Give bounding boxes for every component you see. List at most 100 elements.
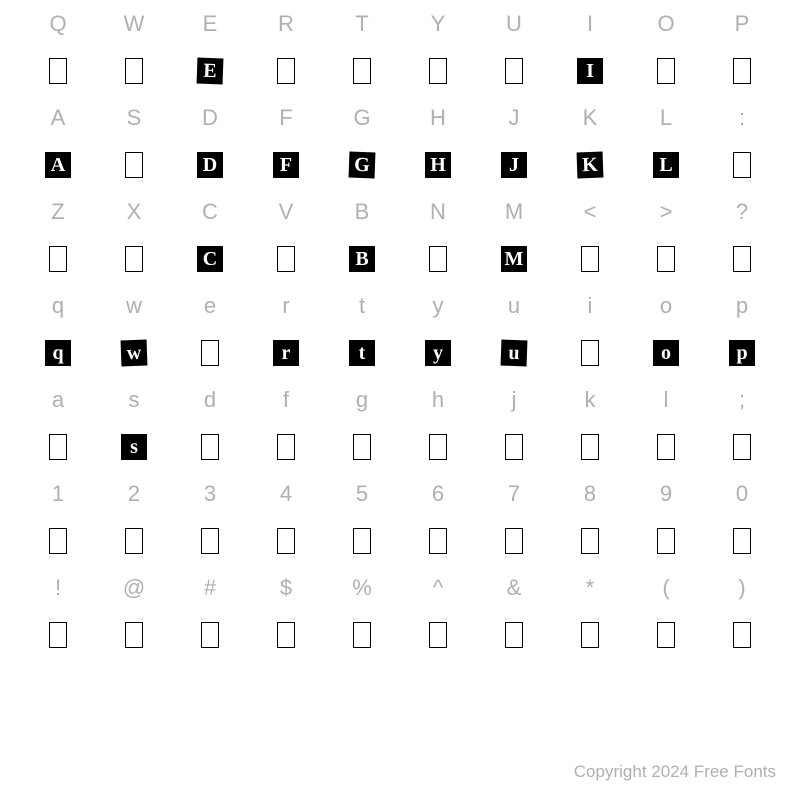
char-label-cell: o bbox=[628, 282, 704, 329]
glyph-cell bbox=[248, 423, 324, 470]
char-label-cell: u bbox=[476, 282, 552, 329]
copyright-text: Copyright 2024 Free Fonts bbox=[574, 762, 776, 782]
char-label-cell: ! bbox=[20, 564, 96, 611]
missing-glyph-icon bbox=[733, 528, 751, 554]
glyph: K bbox=[577, 151, 604, 178]
char-label: P bbox=[735, 11, 750, 37]
char-label: u bbox=[508, 293, 520, 319]
glyph-cell bbox=[96, 47, 172, 94]
char-label: o bbox=[660, 293, 672, 319]
glyph-cell bbox=[476, 423, 552, 470]
char-label-cell: y bbox=[400, 282, 476, 329]
glyph: y bbox=[425, 340, 451, 366]
char-label: < bbox=[584, 199, 597, 225]
char-label: $ bbox=[280, 575, 292, 601]
missing-glyph-icon bbox=[201, 622, 219, 648]
char-label: 2 bbox=[128, 481, 140, 507]
char-label: X bbox=[127, 199, 142, 225]
char-label: @ bbox=[123, 575, 145, 601]
glyph-cell: C bbox=[172, 235, 248, 282]
char-label-cell: 3 bbox=[172, 470, 248, 517]
char-label-cell: S bbox=[96, 94, 172, 141]
glyph-cell bbox=[96, 611, 172, 658]
char-label: t bbox=[359, 293, 365, 319]
char-label-cell: U bbox=[476, 0, 552, 47]
char-label: ? bbox=[736, 199, 748, 225]
glyph-cell bbox=[400, 235, 476, 282]
char-label: 4 bbox=[280, 481, 292, 507]
char-label: O bbox=[657, 11, 674, 37]
char-label-cell: e bbox=[172, 282, 248, 329]
char-label-cell: ^ bbox=[400, 564, 476, 611]
glyph: A bbox=[45, 152, 71, 178]
char-label: ; bbox=[739, 387, 745, 413]
glyph-cell bbox=[96, 235, 172, 282]
char-label: * bbox=[586, 575, 595, 601]
missing-glyph-icon bbox=[505, 58, 523, 84]
char-label-cell: r bbox=[248, 282, 324, 329]
char-label-cell: 2 bbox=[96, 470, 172, 517]
char-label: W bbox=[124, 11, 145, 37]
glyph: u bbox=[501, 339, 528, 366]
char-label: F bbox=[279, 105, 292, 131]
char-label-cell: 4 bbox=[248, 470, 324, 517]
missing-glyph-icon bbox=[125, 622, 143, 648]
char-label-cell: % bbox=[324, 564, 400, 611]
char-label-cell: q bbox=[20, 282, 96, 329]
glyph-cell bbox=[20, 235, 96, 282]
char-label-cell: J bbox=[476, 94, 552, 141]
char-label-cell: Z bbox=[20, 188, 96, 235]
glyph-cell: u bbox=[476, 329, 552, 376]
glyph-cell bbox=[400, 423, 476, 470]
missing-glyph-icon bbox=[125, 58, 143, 84]
char-label: 5 bbox=[356, 481, 368, 507]
missing-glyph-icon bbox=[353, 58, 371, 84]
char-label-cell: > bbox=[628, 188, 704, 235]
glyph-cell bbox=[248, 235, 324, 282]
char-label-cell: d bbox=[172, 376, 248, 423]
char-label: w bbox=[126, 293, 142, 319]
char-label: j bbox=[512, 387, 517, 413]
glyph: C bbox=[197, 246, 223, 272]
missing-glyph-icon bbox=[429, 528, 447, 554]
glyph: p bbox=[729, 340, 755, 366]
glyph-cell bbox=[476, 517, 552, 564]
missing-glyph-icon bbox=[505, 622, 523, 648]
char-label-cell: C bbox=[172, 188, 248, 235]
char-label-cell: V bbox=[248, 188, 324, 235]
char-label: l bbox=[664, 387, 669, 413]
glyph-cell bbox=[400, 517, 476, 564]
missing-glyph-icon bbox=[505, 434, 523, 460]
char-label-cell: N bbox=[400, 188, 476, 235]
char-label-cell: # bbox=[172, 564, 248, 611]
glyph-cell bbox=[552, 329, 628, 376]
char-label: & bbox=[507, 575, 522, 601]
glyph: s bbox=[121, 434, 147, 460]
char-label: D bbox=[202, 105, 218, 131]
missing-glyph-icon bbox=[49, 622, 67, 648]
glyph-cell bbox=[324, 47, 400, 94]
char-label: C bbox=[202, 199, 218, 225]
glyph-cell bbox=[628, 47, 704, 94]
glyph-cell: M bbox=[476, 235, 552, 282]
glyph: o bbox=[653, 340, 679, 366]
char-label: f bbox=[283, 387, 289, 413]
glyph: w bbox=[121, 339, 148, 366]
char-label: J bbox=[509, 105, 520, 131]
char-label-cell: $ bbox=[248, 564, 324, 611]
char-label: ! bbox=[55, 575, 61, 601]
glyph-cell bbox=[248, 517, 324, 564]
missing-glyph-icon bbox=[353, 434, 371, 460]
glyph: D bbox=[197, 152, 223, 178]
missing-glyph-icon bbox=[49, 528, 67, 554]
glyph-cell bbox=[552, 611, 628, 658]
char-label: H bbox=[430, 105, 446, 131]
char-label-cell: a bbox=[20, 376, 96, 423]
glyph-cell: I bbox=[552, 47, 628, 94]
glyph-cell: B bbox=[324, 235, 400, 282]
glyph-cell: A bbox=[20, 141, 96, 188]
missing-glyph-icon bbox=[581, 246, 599, 272]
char-label: Y bbox=[431, 11, 446, 37]
glyph-character-map: QWERTYUIOPEIASDFGHJKL:ADFGHJKLZXCVBNM<>?… bbox=[0, 0, 800, 658]
char-label-cell: l bbox=[628, 376, 704, 423]
